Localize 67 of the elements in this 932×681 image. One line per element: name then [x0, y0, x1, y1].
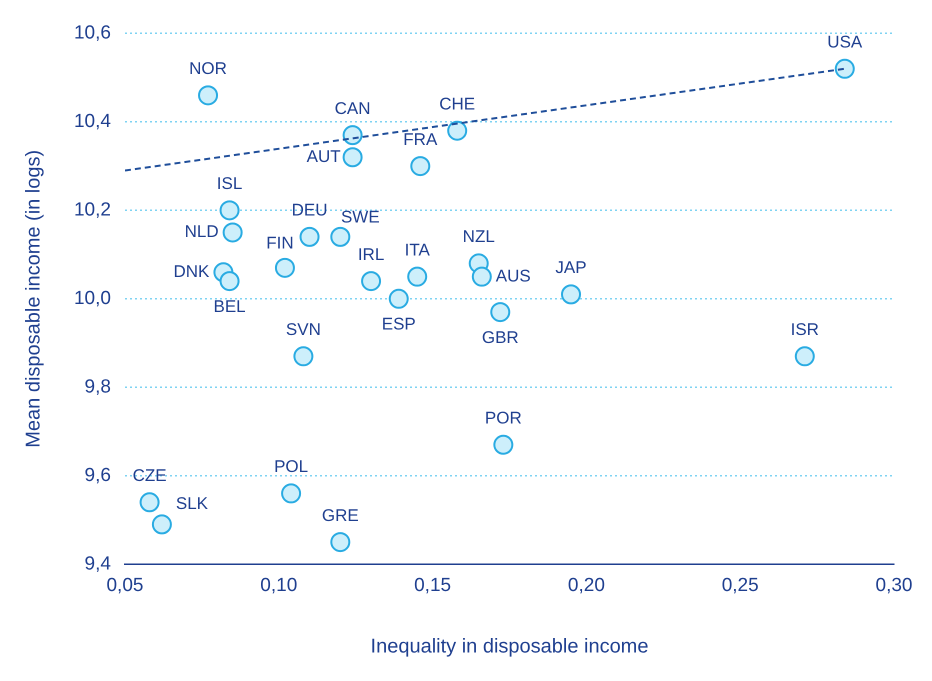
annotation: ISL	[216, 174, 242, 194]
annotation: POR	[484, 408, 522, 428]
point	[493, 434, 514, 455]
point	[388, 288, 409, 309]
annotation: ESP	[382, 314, 416, 334]
point	[794, 346, 815, 366]
point	[140, 492, 160, 512]
annotation: CHE	[439, 94, 476, 114]
annotation: SWE	[340, 208, 380, 227]
annotation: DNK	[174, 262, 210, 281]
point	[472, 266, 492, 287]
point	[300, 226, 320, 247]
point	[834, 58, 855, 79]
annotation: NOR	[189, 59, 227, 78]
annotation: AUS	[496, 266, 531, 286]
point	[220, 200, 240, 220]
point	[410, 156, 430, 176]
annotation: CZE	[132, 466, 167, 485]
point	[220, 271, 240, 292]
point	[342, 125, 363, 146]
x-axis-title: Inequality in disposable income	[370, 636, 648, 658]
point	[281, 483, 302, 504]
annotation: AUT	[306, 146, 341, 166]
point	[407, 266, 428, 287]
annotation: ISR	[790, 320, 819, 339]
point	[561, 284, 582, 304]
point	[222, 222, 243, 242]
annotation: IRL	[358, 244, 384, 264]
y-tick-label: 9,4	[84, 553, 112, 574]
annotation: USA	[827, 32, 863, 52]
y-tick-label: 10,6	[74, 22, 111, 44]
y-tick-label: 10,2	[74, 200, 111, 221]
annotation: GRE	[322, 506, 359, 525]
annotation: JAP	[555, 258, 587, 278]
x-tick-label: 0,20	[568, 574, 605, 596]
x-tick-label: 0,25	[722, 574, 759, 596]
annotation: GBR	[482, 328, 519, 347]
x-tick-label: 0,15	[414, 574, 452, 596]
y-axis-title: Mean disposable income (in logs)	[22, 150, 45, 448]
annotation: DEU	[292, 200, 328, 220]
annotation: BEL	[213, 296, 246, 316]
point	[293, 346, 314, 366]
annotation: NLD	[184, 222, 219, 242]
point	[490, 302, 510, 322]
point	[342, 147, 363, 168]
x-tick-label: 0,05	[106, 574, 144, 596]
y-tick-label: 10,0	[74, 288, 111, 310]
annotation: SLK	[176, 494, 209, 514]
y-tick-label: 10,4	[74, 111, 112, 132]
annotation: POL	[274, 457, 308, 476]
point	[361, 271, 382, 292]
point	[330, 226, 350, 247]
annotation: NZL	[462, 227, 495, 246]
annotation: CAN	[334, 98, 371, 118]
annotation: FRA	[403, 130, 438, 149]
point	[152, 514, 172, 534]
annotation: FIN	[266, 234, 294, 253]
x-tick-label: 0,30	[876, 574, 912, 596]
point	[274, 258, 295, 278]
annotation: ITA	[404, 240, 430, 260]
x-tick-label: 0,10	[260, 574, 298, 596]
y-tick-label: 9,6	[84, 464, 111, 486]
y-tick-label: 9,8	[84, 376, 111, 398]
annotation: SVN	[286, 320, 321, 339]
point	[330, 532, 350, 552]
point	[198, 85, 218, 106]
point	[447, 120, 468, 141]
